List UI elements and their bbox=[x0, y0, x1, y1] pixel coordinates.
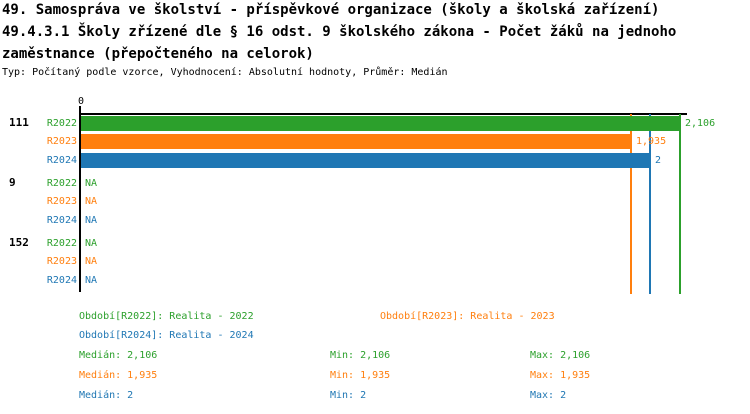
report-subtitle: Typ: Počítaný podle vzorce, Vyhodnocení:… bbox=[2, 67, 448, 78]
stat-median-r2023: Medián: 1,935 bbox=[79, 370, 158, 381]
na-value-r2024-152: NA bbox=[85, 275, 98, 286]
median-line-r2022 bbox=[679, 114, 681, 294]
bar-value-label-r2023-111: 1,935 bbox=[636, 136, 667, 147]
series-label-r2023-152: R2023 bbox=[46, 256, 77, 267]
stat-max-r2023: Max: 1,935 bbox=[530, 370, 591, 381]
na-value-r2022-9: NA bbox=[85, 178, 98, 189]
group-label-9: 9 bbox=[9, 176, 16, 189]
stat-median-r2024: Medián: 2 bbox=[79, 390, 134, 401]
stat-max-r2022: Max: 2,106 bbox=[530, 350, 591, 361]
bar-r2024-111 bbox=[81, 153, 651, 168]
stat-max-r2024: Max: 2 bbox=[530, 390, 567, 401]
median-line-r2024 bbox=[649, 114, 651, 294]
legend-period-r2024: Období[R2024]: Realita - 2024 bbox=[79, 330, 254, 341]
bar-r2023-111 bbox=[81, 134, 632, 149]
stat-min-r2023: Min: 1,935 bbox=[330, 370, 391, 381]
legend-period-r2023: Období[R2023]: Realita - 2023 bbox=[380, 311, 555, 322]
median-line-r2023 bbox=[630, 114, 632, 294]
series-label-r2023-111: R2023 bbox=[46, 136, 77, 147]
report-title-line-1: 49. Samospráva ve školství - příspěvkové… bbox=[2, 2, 660, 18]
series-label-r2022-152: R2022 bbox=[46, 238, 77, 249]
bar-value-label-r2022-111: 2,106 bbox=[685, 118, 716, 129]
bar-r2022-111 bbox=[81, 116, 681, 131]
group-label-152: 152 bbox=[9, 236, 29, 249]
stat-min-r2024: Min: 2 bbox=[330, 390, 367, 401]
na-value-r2023-152: NA bbox=[85, 256, 98, 267]
series-label-r2024-152: R2024 bbox=[46, 275, 77, 286]
series-label-r2022-111: R2022 bbox=[46, 118, 77, 129]
x-axis-line bbox=[79, 113, 687, 115]
na-value-r2024-9: NA bbox=[85, 215, 98, 226]
x-axis-zero-tick-label: 0 bbox=[77, 96, 85, 107]
report-title-line-2: 49.4.3.1 Školy zřízené dle § 16 odst. 9 … bbox=[2, 24, 677, 40]
series-label-r2024-111: R2024 bbox=[46, 155, 77, 166]
bar-value-label-r2024-111: 2 bbox=[655, 155, 662, 166]
na-value-r2023-9: NA bbox=[85, 196, 98, 207]
stat-median-r2022: Medián: 2,106 bbox=[79, 350, 158, 361]
series-label-r2022-9: R2022 bbox=[46, 178, 77, 189]
report-title-line-3: zaměstnance (přepočteného na celorok) bbox=[2, 46, 314, 62]
na-value-r2022-152: NA bbox=[85, 238, 98, 249]
series-label-r2023-9: R2023 bbox=[46, 196, 77, 207]
series-label-r2024-9: R2024 bbox=[46, 215, 77, 226]
group-label-111: 111 bbox=[9, 116, 29, 129]
stat-min-r2022: Min: 2,106 bbox=[330, 350, 391, 361]
legend-period-r2022: Období[R2022]: Realita - 2022 bbox=[79, 311, 254, 322]
y-axis-line bbox=[79, 106, 81, 292]
